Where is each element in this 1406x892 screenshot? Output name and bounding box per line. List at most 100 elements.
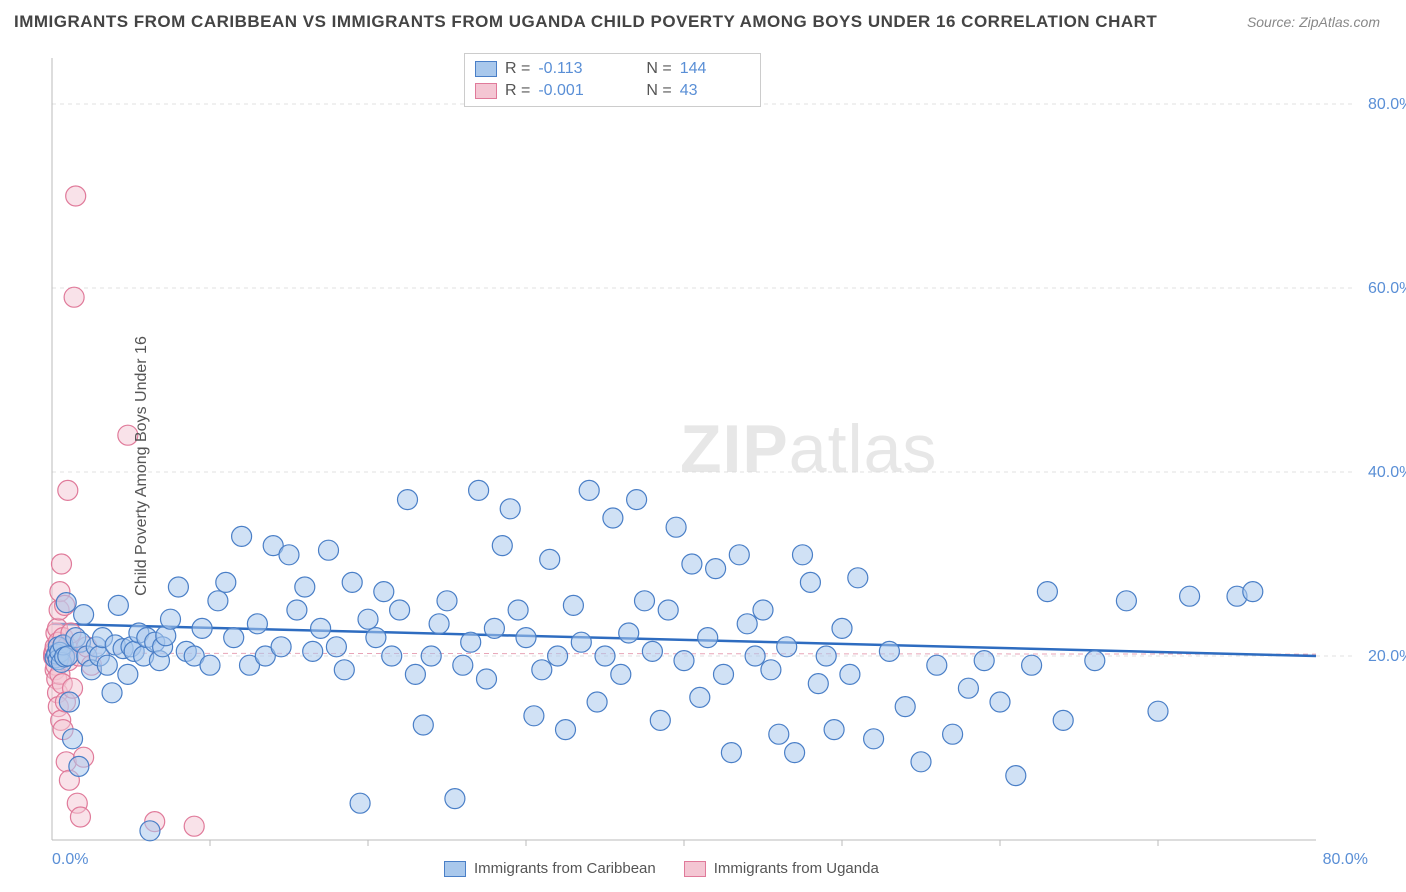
data-point-caribbean bbox=[1022, 655, 1042, 675]
data-point-caribbean bbox=[161, 609, 181, 629]
data-point-caribbean bbox=[721, 743, 741, 763]
data-point-caribbean bbox=[1037, 582, 1057, 602]
x-tick-label: 80.0% bbox=[1323, 851, 1368, 868]
data-point-caribbean bbox=[374, 582, 394, 602]
data-point-caribbean bbox=[958, 678, 978, 698]
data-point-caribbean bbox=[706, 559, 726, 579]
data-point-uganda bbox=[70, 807, 90, 827]
data-point-caribbean bbox=[540, 549, 560, 569]
series-legend: Immigrants from CaribbeanImmigrants from… bbox=[444, 860, 879, 877]
data-point-caribbean bbox=[97, 655, 117, 675]
legend-n-label: N = bbox=[646, 82, 671, 100]
scatter-chart: 20.0%40.0%60.0%80.0%0.0%80.0% bbox=[0, 40, 1406, 892]
data-point-caribbean bbox=[74, 605, 94, 625]
data-point-caribbean bbox=[650, 710, 670, 730]
data-point-caribbean bbox=[658, 600, 678, 620]
legend-r-label: R = bbox=[505, 82, 530, 100]
legend-swatch-uganda bbox=[684, 861, 706, 877]
data-point-caribbean bbox=[824, 720, 844, 740]
legend-r-label: R = bbox=[505, 60, 530, 78]
source-attribution: Source: ZipAtlas.com bbox=[1247, 14, 1380, 30]
data-point-caribbean bbox=[761, 660, 781, 680]
data-point-caribbean bbox=[682, 554, 702, 574]
data-point-caribbean bbox=[800, 572, 820, 592]
data-point-uganda bbox=[58, 480, 78, 500]
data-point-caribbean bbox=[326, 637, 346, 657]
data-point-caribbean bbox=[59, 692, 79, 712]
data-point-caribbean bbox=[603, 508, 623, 528]
data-point-caribbean bbox=[247, 614, 267, 634]
data-point-caribbean bbox=[311, 618, 331, 638]
data-point-caribbean bbox=[563, 595, 583, 615]
data-point-caribbean bbox=[571, 632, 591, 652]
data-point-caribbean bbox=[769, 724, 789, 744]
data-point-caribbean bbox=[366, 628, 386, 648]
legend-n-value-caribbean: 144 bbox=[680, 60, 750, 78]
data-point-caribbean bbox=[974, 651, 994, 671]
data-point-caribbean bbox=[334, 660, 354, 680]
data-point-caribbean bbox=[484, 618, 504, 638]
y-tick-label: 40.0% bbox=[1368, 464, 1406, 481]
data-point-caribbean bbox=[548, 646, 568, 666]
legend-r-value-caribbean: -0.113 bbox=[538, 60, 638, 78]
y-tick-label: 60.0% bbox=[1368, 280, 1406, 297]
legend-swatch-caribbean bbox=[444, 861, 466, 877]
legend-top-row-uganda: R = -0.001N = 43 bbox=[475, 80, 750, 102]
data-point-caribbean bbox=[102, 683, 122, 703]
data-point-caribbean bbox=[429, 614, 449, 634]
data-point-caribbean bbox=[508, 600, 528, 620]
data-point-caribbean bbox=[390, 600, 410, 620]
data-point-caribbean bbox=[477, 669, 497, 689]
data-point-caribbean bbox=[56, 593, 76, 613]
data-point-uganda bbox=[64, 287, 84, 307]
data-point-caribbean bbox=[532, 660, 552, 680]
data-point-caribbean bbox=[69, 756, 89, 776]
data-point-caribbean bbox=[200, 655, 220, 675]
data-point-caribbean bbox=[469, 480, 489, 500]
data-point-caribbean bbox=[358, 609, 378, 629]
data-point-caribbean bbox=[421, 646, 441, 666]
data-point-caribbean bbox=[927, 655, 947, 675]
data-point-caribbean bbox=[216, 572, 236, 592]
legend-n-label: N = bbox=[646, 60, 671, 78]
legend-bottom-item-uganda: Immigrants from Uganda bbox=[684, 860, 879, 877]
data-point-uganda bbox=[51, 554, 71, 574]
data-point-caribbean bbox=[382, 646, 402, 666]
data-point-caribbean bbox=[619, 623, 639, 643]
data-point-caribbean bbox=[816, 646, 836, 666]
data-point-caribbean bbox=[777, 637, 797, 657]
data-point-caribbean bbox=[232, 526, 252, 546]
data-point-caribbean bbox=[1006, 766, 1026, 786]
data-point-caribbean bbox=[848, 568, 868, 588]
data-point-caribbean bbox=[398, 490, 418, 510]
data-point-caribbean bbox=[413, 715, 433, 735]
data-point-caribbean bbox=[943, 724, 963, 744]
correlation-legend: R = -0.113 N = 144 R = -0.001N = 43 bbox=[464, 53, 761, 107]
data-point-caribbean bbox=[140, 821, 160, 841]
data-point-caribbean bbox=[698, 628, 718, 648]
chart-title: IMMIGRANTS FROM CARIBBEAN VS IMMIGRANTS … bbox=[14, 12, 1157, 31]
data-point-caribbean bbox=[1243, 582, 1263, 602]
data-point-caribbean bbox=[516, 628, 536, 648]
data-point-caribbean bbox=[295, 577, 315, 597]
data-point-caribbean bbox=[895, 697, 915, 717]
data-point-caribbean bbox=[737, 614, 757, 634]
data-point-caribbean bbox=[1148, 701, 1168, 721]
data-point-caribbean bbox=[911, 752, 931, 772]
data-point-caribbean bbox=[753, 600, 773, 620]
data-point-caribbean bbox=[579, 480, 599, 500]
data-point-caribbean bbox=[729, 545, 749, 565]
data-point-caribbean bbox=[279, 545, 299, 565]
data-point-caribbean bbox=[224, 628, 244, 648]
data-point-caribbean bbox=[287, 600, 307, 620]
data-point-caribbean bbox=[1116, 591, 1136, 611]
data-point-caribbean bbox=[118, 664, 138, 684]
legend-n-value-uganda: 43 bbox=[680, 82, 750, 100]
data-point-caribbean bbox=[690, 687, 710, 707]
data-point-caribbean bbox=[303, 641, 323, 661]
y-tick-label: 80.0% bbox=[1368, 96, 1406, 113]
data-point-caribbean bbox=[168, 577, 188, 597]
data-point-caribbean bbox=[492, 536, 512, 556]
data-point-caribbean bbox=[556, 720, 576, 740]
legend-swatch-caribbean bbox=[475, 61, 497, 77]
